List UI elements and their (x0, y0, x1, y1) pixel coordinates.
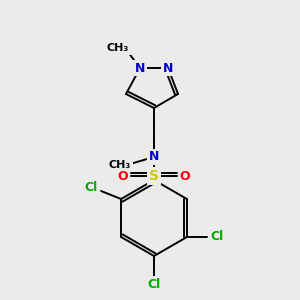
Text: S: S (149, 169, 159, 183)
Text: Cl: Cl (85, 181, 98, 194)
Text: N: N (135, 61, 145, 74)
Text: N: N (163, 61, 173, 74)
Text: N: N (149, 151, 159, 164)
Text: CH₃: CH₃ (109, 160, 131, 170)
Text: Cl: Cl (147, 278, 161, 290)
Text: O: O (118, 169, 128, 182)
Text: Cl: Cl (210, 230, 224, 244)
Text: O: O (180, 169, 190, 182)
Text: CH₃: CH₃ (107, 43, 129, 53)
